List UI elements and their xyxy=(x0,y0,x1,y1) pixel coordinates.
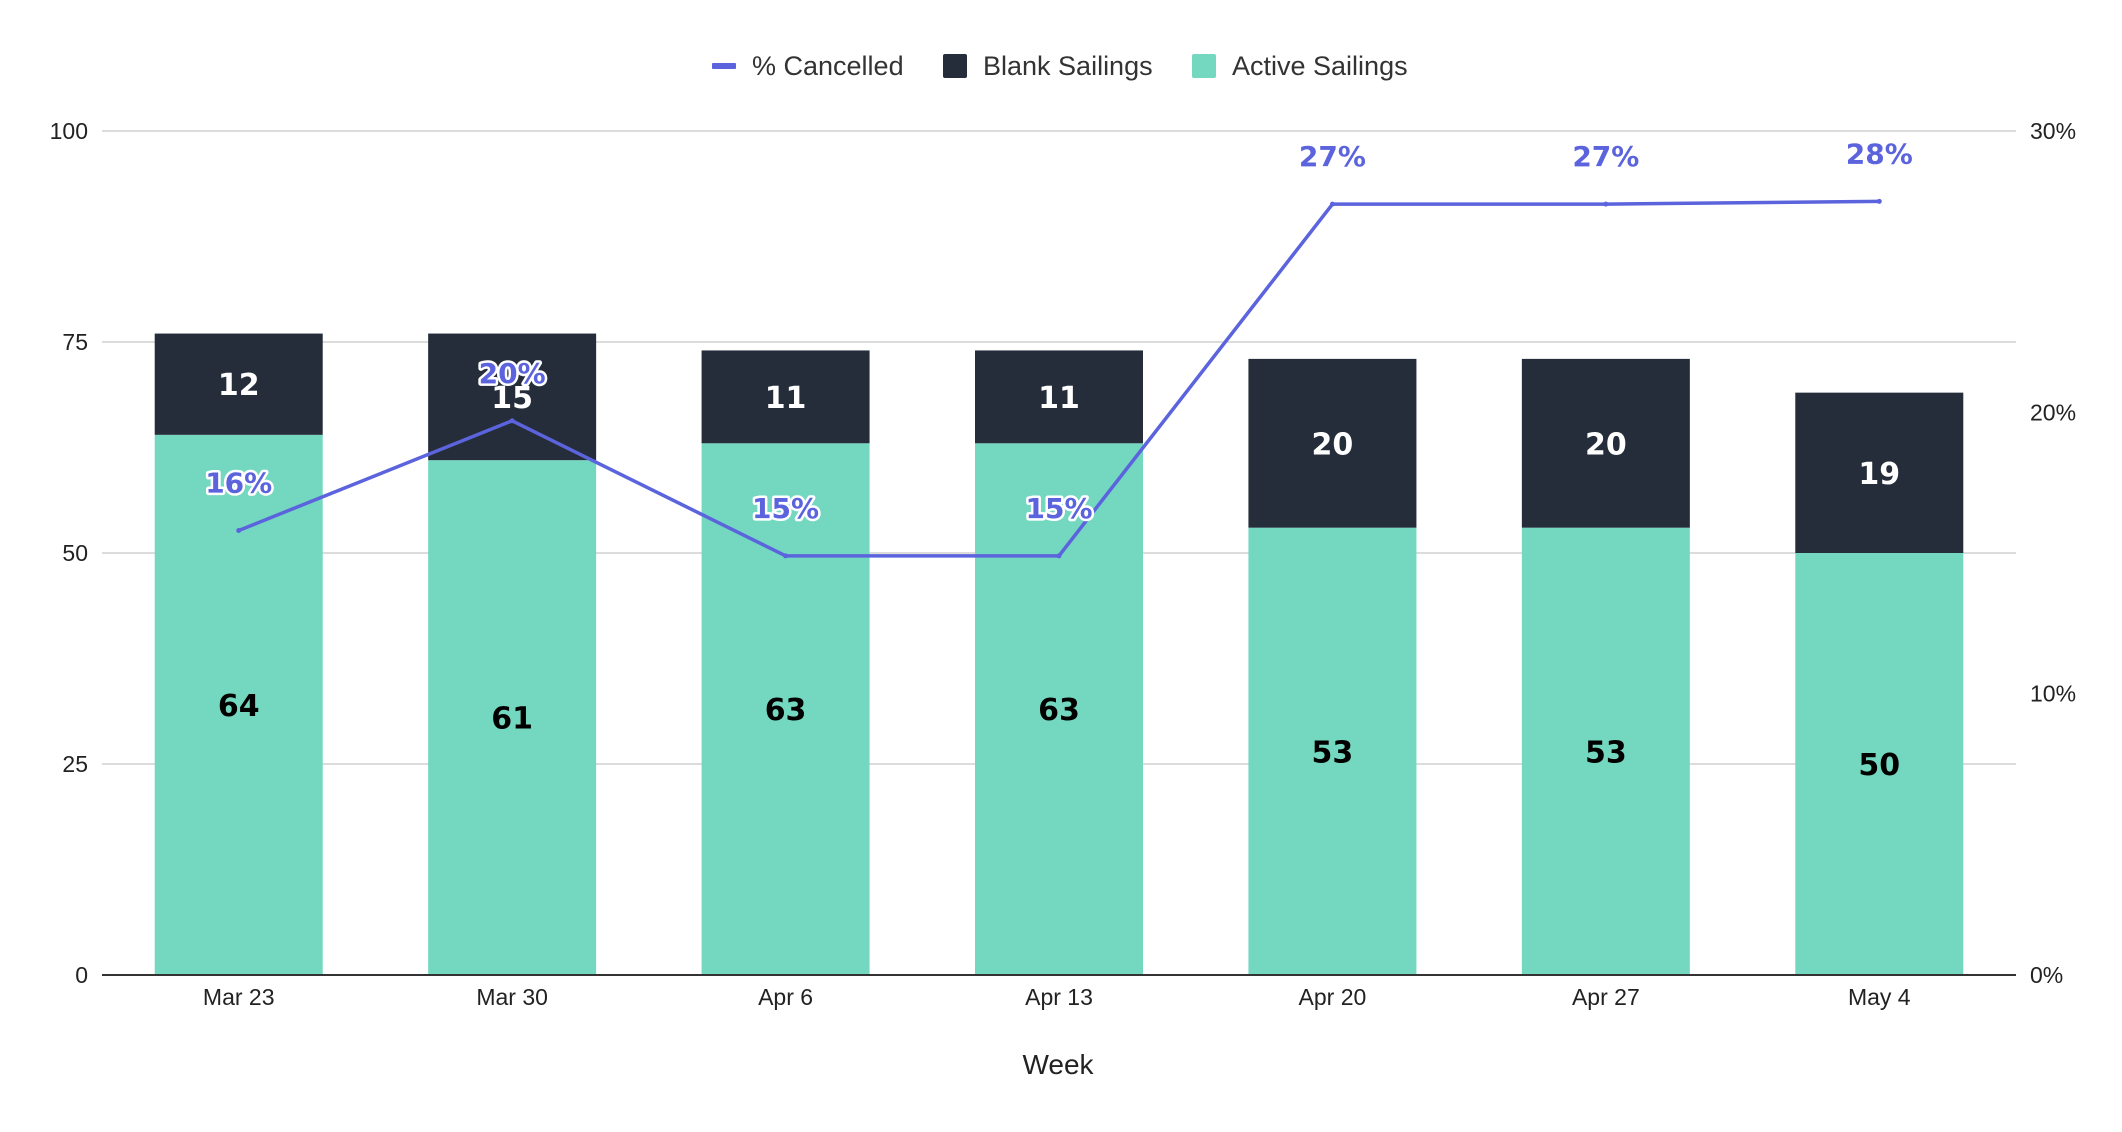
y-tick-label: 25 xyxy=(62,751,88,777)
legend-label: % Cancelled xyxy=(752,51,904,81)
blank-sailings-value-label: 15 xyxy=(491,381,533,416)
pct-cancelled-point xyxy=(1876,198,1882,204)
data-labels: 64 12 61 15 63 11 63 11 53 20 53 20 50 19 16% 20% 15% 15%… xyxy=(203,135,1916,783)
bars xyxy=(154,333,1964,976)
active-sailings-value-label: 63 xyxy=(765,693,807,728)
active-sailings-value-label: 53 xyxy=(1312,735,1354,770)
legend: % Cancelled Blank Sailings Active Sailings xyxy=(712,51,1408,81)
axes: 0 25 50 75 100 0% 10% 20% 30% Mar 23 Mar 30 Apr 6 Ap… xyxy=(50,118,2076,1010)
pct-cancelled-point xyxy=(783,553,789,559)
blank-sailings-value-label: 19 xyxy=(1858,457,1900,492)
y2-tick-label: 0% xyxy=(2030,962,2063,988)
pct-cancelled-point xyxy=(1603,201,1609,207)
active-sailings-bar xyxy=(428,460,597,975)
pct-cancelled-line xyxy=(236,198,1882,559)
x-tick-label: Apr 13 xyxy=(1025,984,1093,1010)
x-tick-label: Apr 20 xyxy=(1299,984,1367,1010)
blank-sailings-value-label: 20 xyxy=(1312,427,1354,462)
x-tick-label: Mar 23 xyxy=(203,984,275,1010)
pct-cancelled-point xyxy=(236,527,242,533)
blank-sailings-bar xyxy=(428,333,597,461)
legend-box-swatch xyxy=(1192,54,1216,78)
pct-cancelled-point xyxy=(1056,553,1062,559)
pct-cancelled-value-label: 20% xyxy=(479,357,546,390)
blank-sailings-bar xyxy=(1795,392,1964,553)
pct-cancelled-point xyxy=(1329,201,1335,207)
y2-tick-label: 30% xyxy=(2030,118,2076,144)
x-tick-label: Apr 6 xyxy=(758,984,813,1010)
blank-sailings-value-label: 12 xyxy=(218,368,260,403)
active-sailings-value-label: 64 xyxy=(218,689,260,724)
x-tick-label: Mar 30 xyxy=(476,984,548,1010)
blank-sailings-bar xyxy=(1521,358,1690,528)
blank-sailings-bar xyxy=(1248,358,1417,528)
legend-line-swatch xyxy=(712,63,736,69)
y-tick-label: 100 xyxy=(50,118,88,144)
active-sailings-value-label: 61 xyxy=(491,702,533,737)
active-sailings-bar xyxy=(975,443,1143,975)
x-tick-label: May 4 xyxy=(1848,984,1911,1010)
pct-cancelled-value-label: 28% xyxy=(1846,137,1913,170)
pct-cancelled-point xyxy=(509,418,515,424)
pct-cancelled-value-label: 16% xyxy=(205,466,272,499)
pct-cancelled-value-label: 27% xyxy=(1299,140,1366,173)
pct-cancelled-value-label: 15% xyxy=(752,492,819,525)
active-sailings-value-label: 53 xyxy=(1585,735,1627,770)
y-tick-label: 0 xyxy=(75,962,88,988)
y-tick-label: 50 xyxy=(62,540,88,566)
pct-cancelled-value-label: 15% xyxy=(1025,492,1092,525)
blank-sailings-bar xyxy=(154,333,323,435)
x-tick-label: Apr 27 xyxy=(1572,984,1640,1010)
blank-sailings-value-label: 11 xyxy=(765,381,807,416)
active-sailings-bar xyxy=(154,434,323,976)
active-sailings-value-label: 63 xyxy=(1038,693,1080,728)
x-axis-title: Week xyxy=(1022,1049,1094,1080)
legend-label: Active Sailings xyxy=(1232,51,1408,81)
blank-sailings-bar xyxy=(701,350,870,444)
active-sailings-bar xyxy=(1521,527,1690,975)
legend-box-swatch xyxy=(943,54,967,78)
blank-sailings-value-label: 11 xyxy=(1038,381,1080,416)
y-tick-label: 75 xyxy=(62,329,88,355)
active-sailings-bar xyxy=(701,443,870,975)
y2-tick-label: 20% xyxy=(2030,399,2076,425)
legend-label: Blank Sailings xyxy=(983,51,1153,81)
active-sailings-bar xyxy=(1248,527,1417,975)
active-sailings-value-label: 50 xyxy=(1858,748,1900,783)
pct-cancelled-value-label: 27% xyxy=(1572,140,1639,173)
blank-sailings-value-label: 20 xyxy=(1585,427,1627,462)
y2-tick-label: 10% xyxy=(2030,681,2076,707)
blank-sailings-bar xyxy=(975,350,1143,444)
active-sailings-bar xyxy=(1795,553,1964,975)
